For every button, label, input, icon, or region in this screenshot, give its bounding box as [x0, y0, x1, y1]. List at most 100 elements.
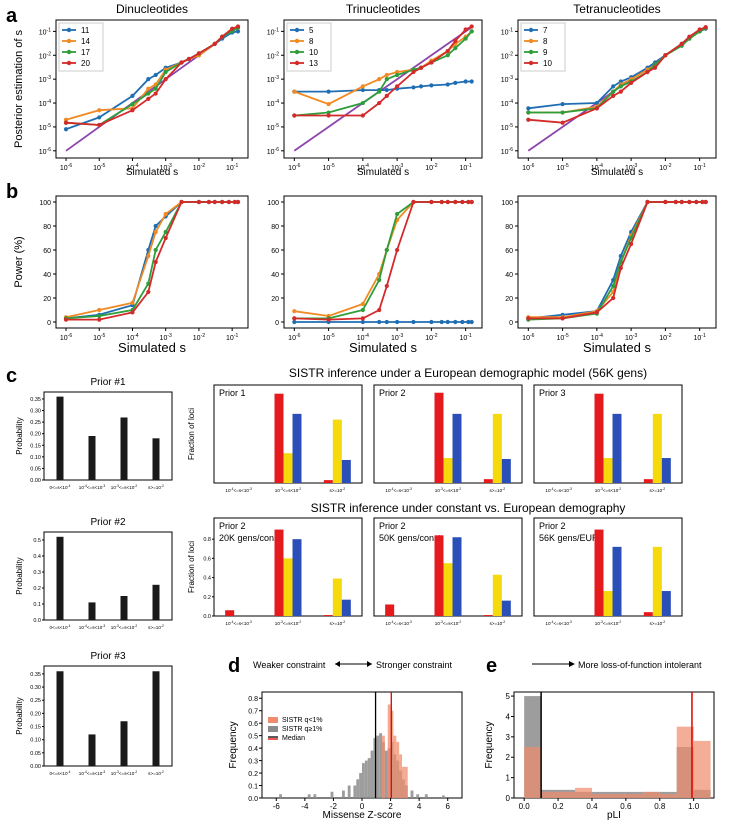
- data-point-b1-20: [206, 199, 212, 205]
- y-tick-label-c_bottom: 0.2: [203, 595, 211, 601]
- data-point-a1-17: [146, 91, 151, 96]
- arrow-head-e: [569, 661, 575, 667]
- y-tick-label-a3: 10-2: [501, 51, 513, 60]
- y-axis-label-c_top: Fraction of loci: [187, 408, 196, 460]
- x-tick-label-b3: 10-6: [522, 333, 534, 342]
- y-tick-label-d: 0.8: [248, 696, 258, 703]
- data-point-a2-8: [360, 84, 365, 89]
- hist-bar-grey: [376, 735, 380, 798]
- data-point-b2-5: [411, 319, 416, 325]
- x-tick-label-d: -6: [273, 802, 281, 811]
- hist-bar-grey: [356, 779, 360, 798]
- hist-bar-salmon: [659, 793, 677, 798]
- panel-inset-sublabel-c_bottom-2: 56K gens/EUR: [539, 533, 599, 543]
- hist-bar-salmon: [625, 793, 643, 798]
- bar-c_bottom-1: [452, 537, 462, 616]
- data-point-a2-13: [463, 27, 468, 32]
- bar-prior3: [152, 671, 160, 766]
- x-axis-label-b1: Simulated s: [118, 340, 186, 355]
- data-point-a2-8: [395, 69, 400, 75]
- bar-c_top-2: [594, 393, 604, 483]
- y-tick-label-b1: 40: [43, 272, 51, 279]
- y-tick-label-prior1: 0.30: [30, 409, 41, 415]
- axes-frame-prior2: [43, 531, 173, 621]
- data-point-b1-17: [153, 247, 158, 253]
- data-point-a1-11: [235, 29, 241, 34]
- data-point-b2-5: [292, 319, 297, 325]
- data-point-a1-20: [220, 34, 225, 39]
- hist-bar-grey: [367, 758, 371, 798]
- y-tick-label-prior3: 0.05: [30, 751, 41, 757]
- y-tick-label-prior3: 0.20: [30, 711, 41, 717]
- bar-c_top-2: [612, 413, 622, 483]
- data-point-a1-17: [130, 102, 135, 107]
- y-tick-label-c_bottom: 0.0: [203, 614, 211, 620]
- y-tick-label-prior1: 0.20: [30, 432, 41, 438]
- legend-marker-a3: [528, 38, 534, 44]
- bar-c_top-0: [341, 459, 351, 483]
- data-point-b2-13: [429, 199, 434, 205]
- bar-c_top-2: [643, 479, 653, 483]
- data-point-b3-10: [687, 199, 692, 205]
- data-point-a3-10: [645, 69, 650, 75]
- bar-c_bottom-1: [483, 615, 493, 616]
- x-tick-label-b3: 10-3: [625, 333, 637, 342]
- hist-bar-grey: [442, 795, 445, 798]
- chart-title-c_bottom: SISTR inference under constant vs. Europ…: [311, 501, 626, 515]
- x-tick-label-c_top: 10-3<=s<10-2: [595, 487, 622, 493]
- x-tick-label-a3: 10-6: [522, 163, 534, 172]
- y-tick-label-a2: 10-6: [267, 147, 279, 156]
- data-point-b3-10: [700, 199, 705, 205]
- chart-title-a1: Dinucleotides: [116, 2, 188, 16]
- y-tick-label-b1: 0: [47, 320, 51, 327]
- data-point-b2-5: [377, 319, 382, 325]
- data-point-b2-13: [469, 199, 474, 205]
- y-tick-label-b3: 0: [509, 320, 513, 327]
- x-tick-label-a2: 10-1: [460, 163, 472, 172]
- y-tick-label-d: 0.3: [248, 759, 258, 766]
- x-tick-label-a3: 10-3: [625, 163, 637, 172]
- data-point-b1-20: [146, 289, 151, 295]
- chart-title-c_top: SISTR inference under a European demogra…: [289, 366, 647, 380]
- panel-inset-label-c_bottom-1: Prior 2: [379, 521, 406, 531]
- bar-c_bottom-0: [341, 599, 351, 616]
- data-point-b2-13: [377, 307, 382, 313]
- legend-label-a3: 8: [543, 37, 548, 46]
- y-tick-label-prior3: 0.15: [30, 725, 41, 731]
- bar-c_bottom-2: [652, 546, 662, 616]
- data-point-a1-11: [130, 93, 135, 98]
- bar-c_top-1: [483, 479, 493, 483]
- x-tick-label-c_top: 10-4<=s<10-3: [385, 487, 412, 493]
- x-tick-label-d: 0: [360, 802, 365, 811]
- bar-c_bottom-1: [434, 535, 444, 616]
- data-point-a1-20: [186, 56, 192, 62]
- legend-marker-a2: [294, 38, 300, 44]
- data-point-a3-10: [663, 53, 668, 58]
- series-line-b3-9: [528, 201, 706, 321]
- data-point-b1-20: [212, 199, 217, 205]
- x-tick-label-c_bottom: 10-3<=s<10-2: [275, 620, 302, 626]
- hist-bar-grey: [364, 760, 368, 798]
- hist-bar-salmon: [390, 710, 394, 798]
- y-tick-label-a1: 10-2: [39, 51, 51, 60]
- panel-inset-sublabel-c_bottom-0: 20K gens/const.: [219, 533, 284, 543]
- x-tick-label-b2: 10-6: [288, 333, 300, 342]
- hist-bar-salmon: [575, 787, 592, 798]
- data-point-a2-13: [418, 65, 424, 70]
- legend-label-a2: 5: [309, 26, 314, 35]
- x-tick-label-a1: 10-5: [93, 163, 105, 172]
- data-point-a3-10: [594, 106, 599, 111]
- data-point-b3-9: [618, 259, 623, 265]
- series-line-b1-11: [65, 201, 238, 320]
- data-point-a1-20: [235, 24, 241, 29]
- bar-c_bottom-2: [643, 612, 653, 616]
- data-point-b1-20: [220, 199, 225, 205]
- hist-bar-grey: [313, 794, 317, 798]
- axes-frame-b3: [517, 195, 717, 329]
- panel-inset-label-c_top-1: Prior 2: [379, 388, 406, 398]
- bar-c_bottom-2: [612, 546, 622, 616]
- data-point-b1-14: [163, 211, 168, 217]
- prior-title-prior2: Prior #2: [90, 517, 125, 528]
- y-tick-label-a3: 10-1: [501, 27, 513, 36]
- legend-label-a3: 10: [543, 59, 552, 68]
